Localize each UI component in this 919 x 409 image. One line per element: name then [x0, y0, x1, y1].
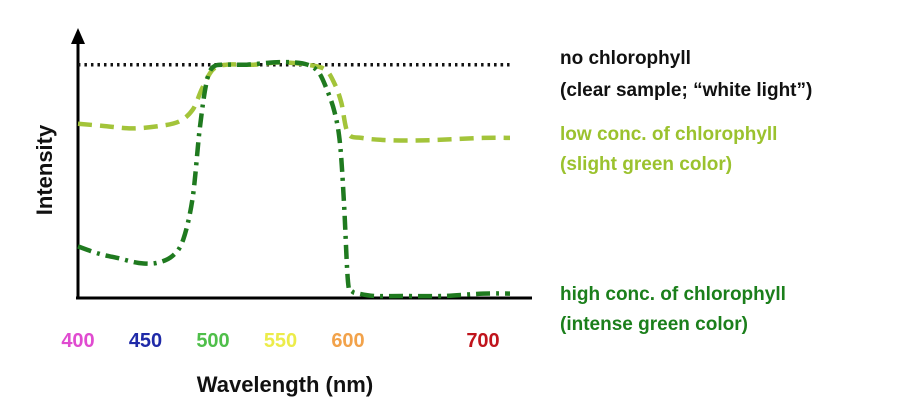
- y-axis-arrowhead: [71, 28, 85, 44]
- series-sublabel-high-conc-of-chlorophyll: (intense green color): [560, 314, 748, 335]
- series-sublabel-no-chlorophyll: (clear sample; “white light”): [560, 80, 812, 101]
- series-labels: no chlorophyll (clear sample; “white ligh…: [560, 48, 812, 335]
- x-tick-label-500: 500: [196, 330, 229, 352]
- series-label-no-chlorophyll: no chlorophyll: [560, 48, 691, 69]
- series-line-low-conc-of-chlorophyll: [77, 60, 511, 143]
- x-tick-labels: 400 450 500 550 600 700: [61, 330, 499, 352]
- x-tick-label-600: 600: [331, 330, 364, 352]
- axes: [71, 28, 532, 300]
- x-axis-title: Wavelength (nm): [197, 372, 373, 397]
- x-tick-label-400: 400: [61, 330, 94, 352]
- x-tick-label-450: 450: [129, 330, 162, 352]
- series-layer: [77, 59, 511, 299]
- y-axis-title: Intensity: [32, 124, 57, 215]
- series-sublabel-low-conc-of-chlorophyll: (slight green color): [560, 154, 732, 175]
- series-label-low-conc-of-chlorophyll: low conc. of chlorophyll: [560, 124, 777, 145]
- series-line-high-conc-of-chlorophyll: [77, 59, 511, 299]
- x-tick-label-550: 550: [264, 330, 297, 352]
- series-label-high-conc-of-chlorophyll: high conc. of chlorophyll: [560, 284, 786, 305]
- x-tick-label-700: 700: [466, 330, 499, 352]
